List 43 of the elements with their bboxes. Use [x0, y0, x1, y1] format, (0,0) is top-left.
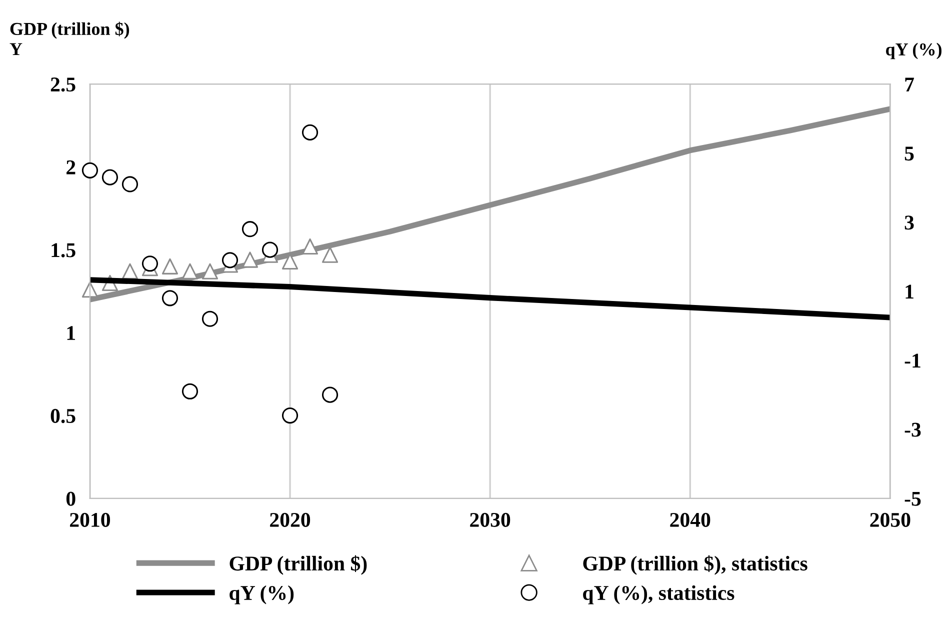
point: [182, 263, 198, 280]
point: [322, 246, 338, 263]
x-tick-label: 2020: [270, 512, 310, 527]
legend-label: qY (%), statistics: [583, 585, 734, 604]
legend-label: qY (%): [230, 585, 294, 604]
x-tick-label: 2030: [470, 512, 510, 527]
point: [162, 258, 178, 274]
point: [142, 256, 158, 272]
y-tick-label: 1: [67, 326, 75, 340]
point: [302, 238, 318, 255]
y2-tick-label: 5: [904, 146, 914, 161]
y2-axis-title: qY (%): [886, 42, 942, 60]
y-tick-label: 0: [66, 492, 76, 506]
x-tick-label: 2050: [870, 512, 910, 527]
point: [262, 242, 278, 258]
point: [202, 263, 218, 280]
y2-tick-label: -5: [904, 492, 921, 506]
point: [282, 407, 298, 424]
point: [202, 310, 218, 327]
point: [322, 386, 338, 403]
point: [102, 169, 118, 186]
point: [302, 124, 318, 140]
y-tick-label: 2: [66, 160, 76, 174]
y2-tick-label: -3: [904, 422, 921, 437]
y2-tick-label: -1: [904, 354, 920, 368]
x-tick-label: 2040: [670, 512, 710, 527]
y2-tick-label: 1: [906, 284, 914, 298]
point: [162, 290, 178, 306]
y2-tick-label: 3: [904, 216, 914, 230]
legend-label: GDP (trillion $): [230, 555, 367, 575]
y-tick-label: 2.5: [50, 78, 76, 92]
point: [222, 252, 238, 268]
point: [122, 176, 138, 192]
y-tick-label: 0.5: [50, 408, 76, 424]
y-tick-label: 1.5: [52, 243, 76, 258]
point: [182, 383, 198, 400]
point: [242, 221, 258, 238]
point: [82, 282, 98, 298]
point: [82, 162, 98, 178]
x-tick-label: 2010: [70, 512, 110, 527]
y2-tick-label: 7: [905, 78, 914, 92]
y-axis-title: GDP (trillion $) Y: [10, 22, 130, 56]
legend-label: GDP (trillion $), statistics: [583, 555, 808, 575]
